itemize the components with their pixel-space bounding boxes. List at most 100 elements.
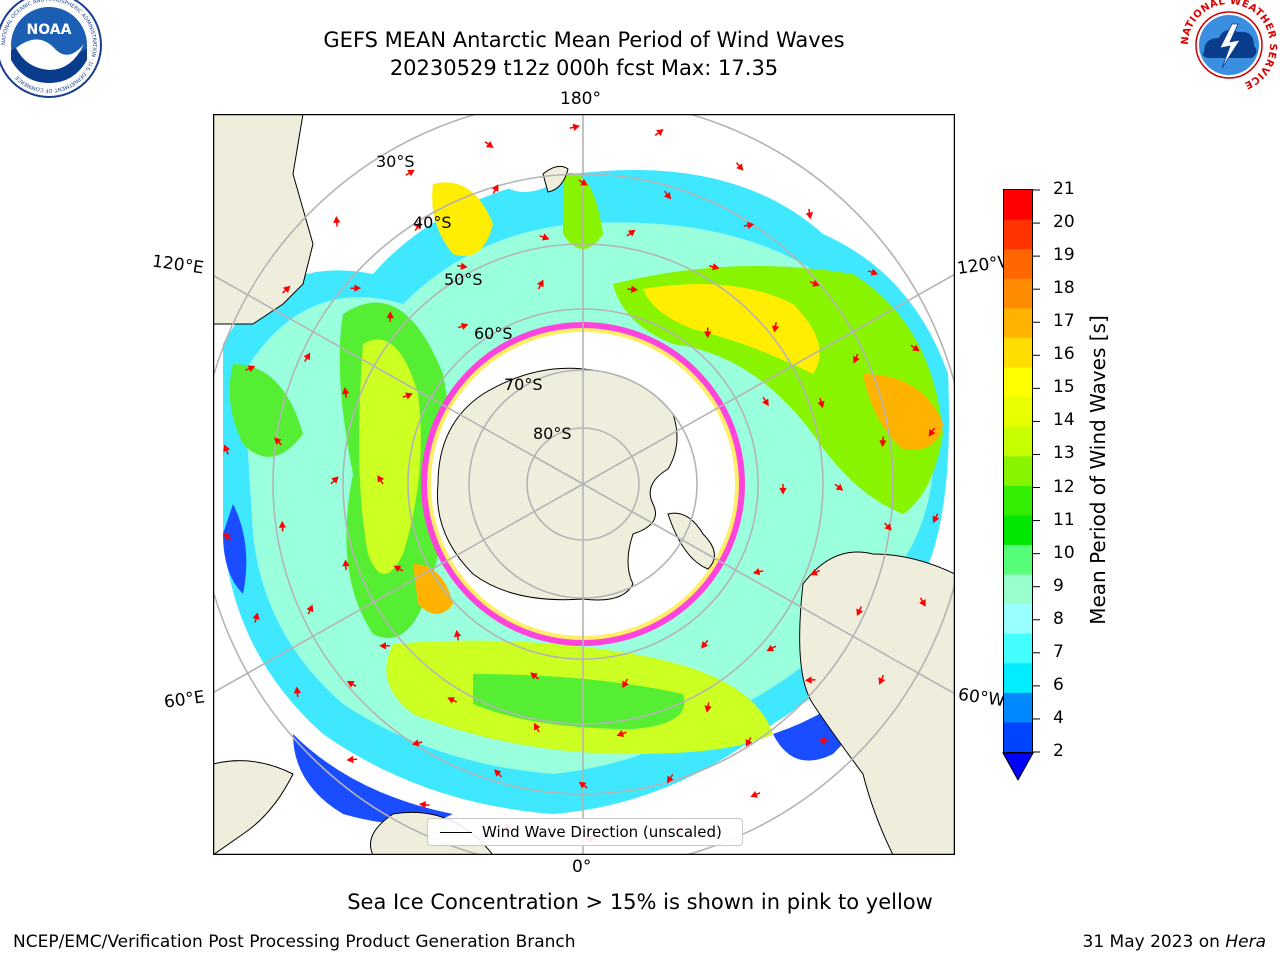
wind-wave-arrow-head [752, 568, 761, 576]
colorbar-tick-label: 7 [1053, 641, 1064, 662]
legend-label: Wind Wave Direction (unscaled) [482, 823, 722, 841]
colorbar-tick-label: 13 [1053, 443, 1075, 464]
wind-wave-arrow-head [407, 169, 415, 177]
wind-wave-arrow-head [578, 781, 587, 789]
colorbar-block [1004, 249, 1032, 280]
wind-wave-arrow-head [701, 641, 709, 649]
wind-wave-arrow-head [541, 233, 550, 241]
colorbar-tick-label: 16 [1053, 344, 1075, 365]
wind-wave-arrow-head [411, 739, 420, 747]
antarctic-peninsula [667, 512, 715, 570]
colorbar-block [1004, 544, 1032, 576]
wind-wave-arrow-head [928, 428, 936, 437]
wind-wave-arrow-head [580, 178, 588, 186]
polar-map [213, 114, 955, 855]
map-legend: Wind Wave Direction (unscaled) [427, 818, 743, 846]
australia-land [213, 114, 314, 325]
colorbar-tick-label: 2 [1053, 741, 1064, 761]
wind-wave-arrow-head [247, 365, 256, 373]
wind-wave-arrow-head [572, 123, 580, 131]
new-zealand-land [542, 165, 569, 193]
colorbar-tick-label: 15 [1053, 377, 1075, 398]
wind-wave-arrow-head [494, 769, 502, 777]
wind-wave-arrow-head [622, 680, 629, 689]
meridian-120e [213, 274, 584, 485]
meridian-60e [213, 483, 584, 694]
wind-wave-arrow-head [750, 790, 758, 798]
antarctica-land [436, 367, 678, 601]
colorbar-title: Mean Period of Wind Waves [s] [1086, 315, 1110, 625]
noaa-logo: NOAA NATIONAL OCEANIC AND ATMOSPHERIC AD… [0, 0, 102, 98]
wind-wave-arrow-head [537, 279, 544, 288]
wind-wave-arrow-head [293, 686, 302, 694]
wind-wave-arrow-head [278, 520, 287, 528]
noaa-logo-text: NOAA [27, 22, 72, 38]
colorbar-block [1004, 456, 1032, 487]
lat-label-40s: 40°S [413, 213, 452, 232]
wind-wave-arrow-head [303, 352, 311, 361]
wind-wave-arrow-head [779, 487, 787, 495]
wind-wave-arrow-head [919, 599, 926, 607]
map-frame [213, 114, 955, 855]
wind-wave-arrow-head [704, 331, 712, 339]
colorbar-block [1004, 692, 1032, 723]
wind-wave-arrow-head [616, 730, 625, 737]
wind-wave-arrow-head [664, 191, 672, 200]
wind-wave-arrow-head [771, 325, 780, 333]
wind-wave-arrow-head [656, 129, 664, 137]
colorbar-tick-label: 14 [1053, 410, 1075, 431]
wind-wave-arrow-head [804, 676, 812, 684]
graticule [213, 114, 955, 855]
colorbar-block [1004, 722, 1032, 753]
colorbar-tick-label: 21 [1053, 179, 1075, 199]
wind-wave-arrow-head [856, 608, 864, 617]
colorbar-block [1004, 337, 1032, 368]
wind-wave-arrow-head [712, 263, 720, 271]
sea-ice-caption: Sea Ice Concentration > 15% is shown in … [347, 890, 933, 914]
wind-wave-arrow-head [342, 559, 350, 567]
chart-title: GEFS MEAN Antarctic Mean Period of Wind … [323, 28, 845, 52]
colorbar-block [1004, 367, 1032, 398]
colorbar-block [1004, 604, 1032, 635]
wind-wave-arrow-head [884, 523, 892, 531]
lat-label-30s: 30°S [376, 152, 415, 171]
meridian-60w [582, 483, 955, 695]
footer-machine: Hera [1225, 932, 1266, 952]
wind-wave-arrow-head [627, 229, 636, 237]
wind-wave-arrow-head [354, 284, 362, 292]
colorbar-tick-label: 4 [1053, 707, 1064, 728]
lat-label-50s: 50°S [444, 270, 483, 289]
wind-wave-arrow-head [331, 476, 339, 484]
wind-wave-arrow-head [666, 775, 674, 784]
colorbar-block [1004, 574, 1032, 605]
colorbar [1002, 189, 1040, 782]
lat-label-80s: 80°S [533, 424, 572, 443]
wind-wave-arrow-head [766, 644, 775, 652]
wind-wave-arrow-head [460, 322, 469, 330]
legend-line-sample [440, 831, 472, 833]
wind-wave-arrow-head [346, 681, 355, 688]
wind-wave-arrow-head [414, 222, 422, 230]
wind-wave-arrow-head [745, 739, 753, 747]
wind-wave-arrow-head [932, 515, 940, 524]
chart-subtitle: 20230529 t12z 000h fcst Max: 17.35 [389, 56, 779, 80]
wind-wave-arrow-head [223, 533, 231, 541]
wind-wave-arrow-head [346, 755, 354, 764]
colorbar-block [1004, 219, 1032, 250]
colorbar-tick-label: 12 [1053, 476, 1075, 497]
colorbar-block [1004, 485, 1032, 516]
wind-wave-arrow-head [818, 737, 826, 745]
colorbar-tick-label: 10 [1053, 542, 1075, 563]
wind-wave-arrow-head [878, 677, 886, 685]
wind-wave-arrow-head [377, 475, 385, 483]
wind-wave-arrow-head [386, 311, 394, 319]
wind-wave-arrow-head [460, 262, 468, 270]
wind-wave-arrow-head [810, 568, 818, 576]
footer-date-text: 31 May 2023 on [1082, 932, 1220, 952]
wind-wave-arrow-head [530, 672, 538, 680]
lat-label-70s: 70°S [504, 375, 543, 394]
wind-wave-arrow-head [306, 604, 314, 613]
lon-label-0: 0° [572, 857, 592, 877]
wind-wave-arrow-head [870, 268, 879, 276]
wind-wave-arrow-head [852, 356, 860, 364]
